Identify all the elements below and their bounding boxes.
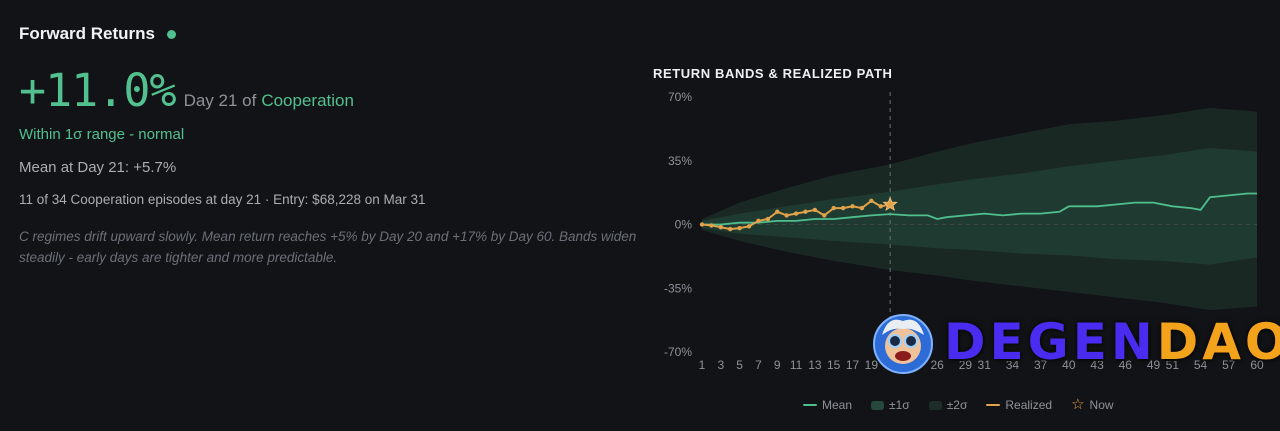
realized-point — [718, 225, 724, 230]
realized-point — [699, 222, 705, 227]
realized-point — [840, 205, 846, 211]
degendao-logo: DEGENDAO! — [872, 313, 1280, 375]
realized-point — [765, 216, 771, 222]
mean-line-layer — [702, 192, 1257, 226]
sigma1-band-layer — [702, 148, 1257, 265]
realized-point — [803, 209, 808, 214]
realized-point — [859, 205, 865, 211]
mean-text: Mean at Day 21: +5.7% — [19, 159, 177, 176]
logo-text: DEGENDAO! — [944, 313, 1280, 371]
star-icon: ☆ — [1071, 396, 1085, 413]
x-tick-label: 34 — [1006, 358, 1020, 372]
realized-point — [784, 213, 789, 218]
y-axis-ticks: 70% 35% 0% -35% -70% — [664, 90, 692, 359]
x-tick-label: 19 — [865, 358, 879, 372]
chart-legend: Mean ±1σ ±2σ Realized ☆ Now — [803, 396, 1133, 413]
realized-point — [869, 198, 874, 204]
legend-sigma2-swatch — [928, 400, 942, 410]
x-tick-label: 43 — [1090, 358, 1104, 372]
return-bands-chart: 70%35%0%-35%-70% 1 3 5 7 9 11 13 15 17 19 26 29 31 34… — [664, 90, 1264, 372]
x-tick-label: 11 — [790, 358, 803, 372]
realized-point — [756, 218, 761, 224]
x-tick-label: 46 — [1119, 358, 1133, 372]
return-summary: +11.0% Day 21 of Cooperation — [19, 64, 354, 117]
realized-point — [709, 223, 714, 228]
x-tick-label: 15 — [827, 358, 841, 372]
x-tick-label: 9 — [774, 358, 781, 372]
x-tick-label: 57 — [1222, 358, 1236, 372]
now-star-marker — [882, 196, 898, 211]
chart-title: RETURN BANDS & REALIZED PATH — [653, 66, 893, 81]
y-tick-label: 35% — [668, 154, 692, 168]
x-tick-label: 40 — [1062, 358, 1076, 372]
x-tick-label: 26 — [930, 358, 944, 372]
panel-title: Forward Returns — [19, 24, 156, 43]
mascot-icon — [873, 314, 933, 374]
x-tick-label: 54 — [1194, 358, 1208, 372]
legend-sigma2[interactable]: ±2σ — [928, 398, 967, 412]
x-tick-label: 51 — [1166, 358, 1180, 372]
realized-line-layer — [699, 196, 898, 232]
realized-point — [812, 207, 818, 213]
realized-point — [822, 213, 827, 218]
x-tick-label: 29 — [959, 358, 973, 372]
x-axis-ticks: 1 3 5 7 9 11 13 15 17 19 26 29 31 34 37 40 43 46 49 51 54 57 6… — [699, 358, 1264, 372]
legend-now[interactable]: ☆ Now — [1071, 396, 1114, 413]
y-tick-label: 0% — [675, 218, 693, 232]
realized-point — [728, 226, 733, 232]
realized-point — [737, 225, 742, 231]
regime-description: C regimes drift upward slowly. Mean retu… — [19, 229, 637, 265]
y-tick-label: 70% — [668, 90, 692, 104]
day-prefix: Day 21 of — [183, 91, 257, 110]
x-tick-label: 1 — [699, 358, 706, 372]
x-tick-label: 3 — [717, 358, 724, 372]
realized-point — [775, 209, 780, 214]
y-tick-label: -35% — [664, 281, 692, 295]
x-tick-label: 37 — [1034, 358, 1048, 372]
range-status: Within 1σ range - normal — [19, 126, 185, 143]
y-tick-label: -70% — [664, 345, 692, 359]
sigma1-band — [702, 148, 1257, 265]
regime-name: Cooperation — [261, 91, 354, 110]
episodes-text: 11 of 34 Cooperation episodes at day 21 … — [19, 192, 426, 207]
realized-point — [793, 211, 799, 216]
realized-point — [831, 205, 836, 211]
return-value: +11.0% — [19, 64, 177, 117]
panel-header: Forward Returns — [19, 24, 177, 44]
x-tick-label: 49 — [1147, 358, 1161, 372]
x-tick-label: 17 — [846, 358, 860, 372]
x-tick-label: 31 — [978, 358, 992, 372]
x-tick-label: 5 — [736, 358, 743, 372]
mean-line — [702, 192, 1257, 226]
realized-point — [850, 204, 855, 209]
x-tick-label: 13 — [808, 358, 822, 372]
status-dot-icon — [167, 29, 177, 39]
realized-point — [878, 204, 883, 209]
legend-realized-swatch — [986, 404, 1001, 406]
realized-point — [746, 224, 752, 229]
legend-realized[interactable]: Realized — [986, 398, 1052, 412]
legend-sigma1-swatch — [871, 400, 885, 410]
legend-mean-swatch — [803, 404, 817, 406]
legend-sigma1[interactable]: ±1σ — [871, 398, 910, 412]
x-tick-label: 60 — [1250, 358, 1264, 372]
x-tick-label: 7 — [755, 358, 762, 372]
legend-mean[interactable]: Mean — [803, 398, 852, 412]
